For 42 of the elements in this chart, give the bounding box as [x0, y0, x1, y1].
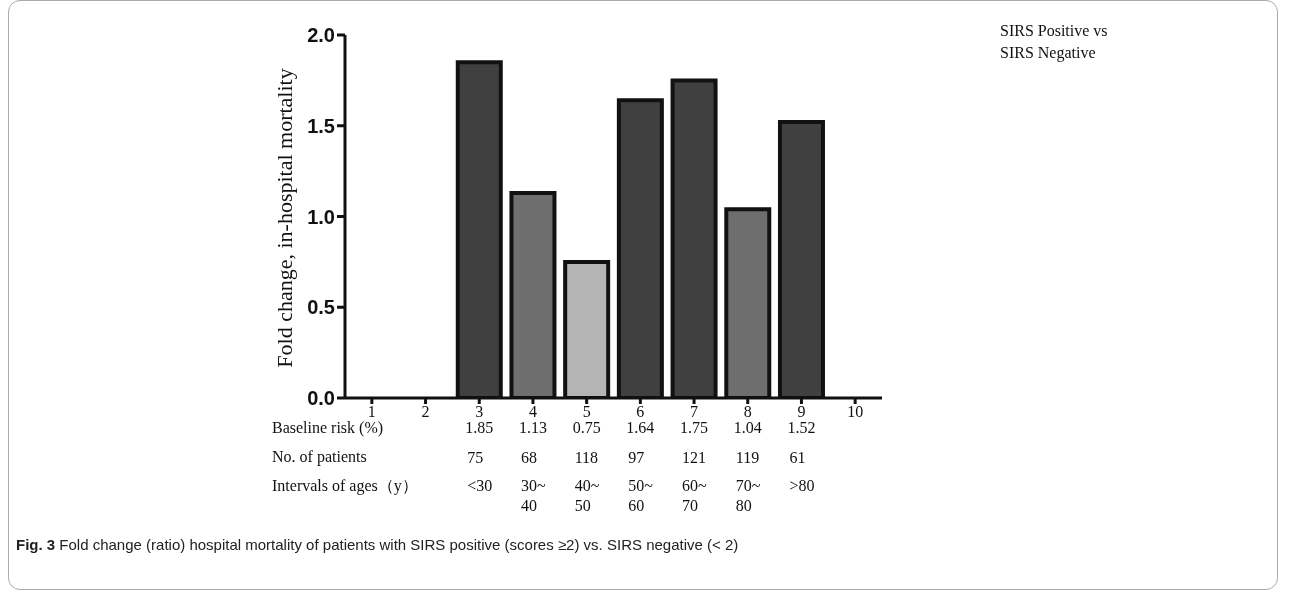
- data-label: 1.04: [732, 419, 763, 437]
- data-label: 1.85: [464, 419, 495, 437]
- text: 119: [735, 448, 761, 468]
- text: Intervals of ages（y）: [272, 476, 418, 497]
- text: 50~ 60: [628, 476, 654, 516]
- text: 60~ 70: [682, 476, 708, 516]
- y-tick-label: 0.5: [307, 296, 335, 319]
- y-axis-title: Fold change, in-hospital mortality: [271, 67, 298, 370]
- x-tick-label: 5: [582, 403, 591, 421]
- x-tick-label: 3: [475, 403, 484, 421]
- text: 75: [467, 448, 485, 468]
- data-label: 1.75: [679, 419, 710, 437]
- text: 121: [682, 448, 708, 468]
- text: 61: [789, 448, 807, 468]
- text: No. of patients: [272, 448, 367, 466]
- text: >80: [789, 476, 816, 496]
- x-tick-label: 7: [690, 403, 699, 421]
- x-tick-label: 4: [528, 403, 537, 421]
- y-tick-label: 1.5: [307, 114, 335, 137]
- x-tick-label: 1: [367, 403, 376, 421]
- text: 30~ 40: [520, 476, 547, 516]
- data-label: 1.52: [786, 419, 817, 437]
- x-tick-label: 2: [421, 403, 430, 421]
- text: 97: [628, 448, 646, 468]
- y-tick-label: 1.0: [307, 205, 335, 228]
- data-label: 1.64: [625, 419, 656, 437]
- text: Baseline risk (%): [272, 419, 384, 437]
- text: 68: [520, 448, 538, 468]
- x-tick-label: 10: [847, 403, 864, 421]
- x-tick-label: 9: [797, 403, 806, 421]
- caption: Fig. 3 Fold change (ratio) hospital mortality of patients with SIRS positive (scores ≥2) vs. SIRS negative (< 2): [16, 536, 739, 553]
- text: 40~ 50: [574, 476, 601, 516]
- text: 118: [574, 448, 600, 468]
- text: SIRS Positive vs SIRS Negative: [1000, 21, 1109, 64]
- text: <30: [467, 476, 494, 496]
- y-tick-label: 0.0: [307, 387, 335, 410]
- x-tick-label: 6: [636, 403, 645, 421]
- text: 70~ 80: [735, 476, 762, 516]
- x-tick-label: 8: [743, 403, 752, 421]
- y-tick-label: 2.0: [307, 24, 335, 47]
- data-label: 0.75: [571, 419, 602, 437]
- data-label: 1.13: [517, 419, 548, 437]
